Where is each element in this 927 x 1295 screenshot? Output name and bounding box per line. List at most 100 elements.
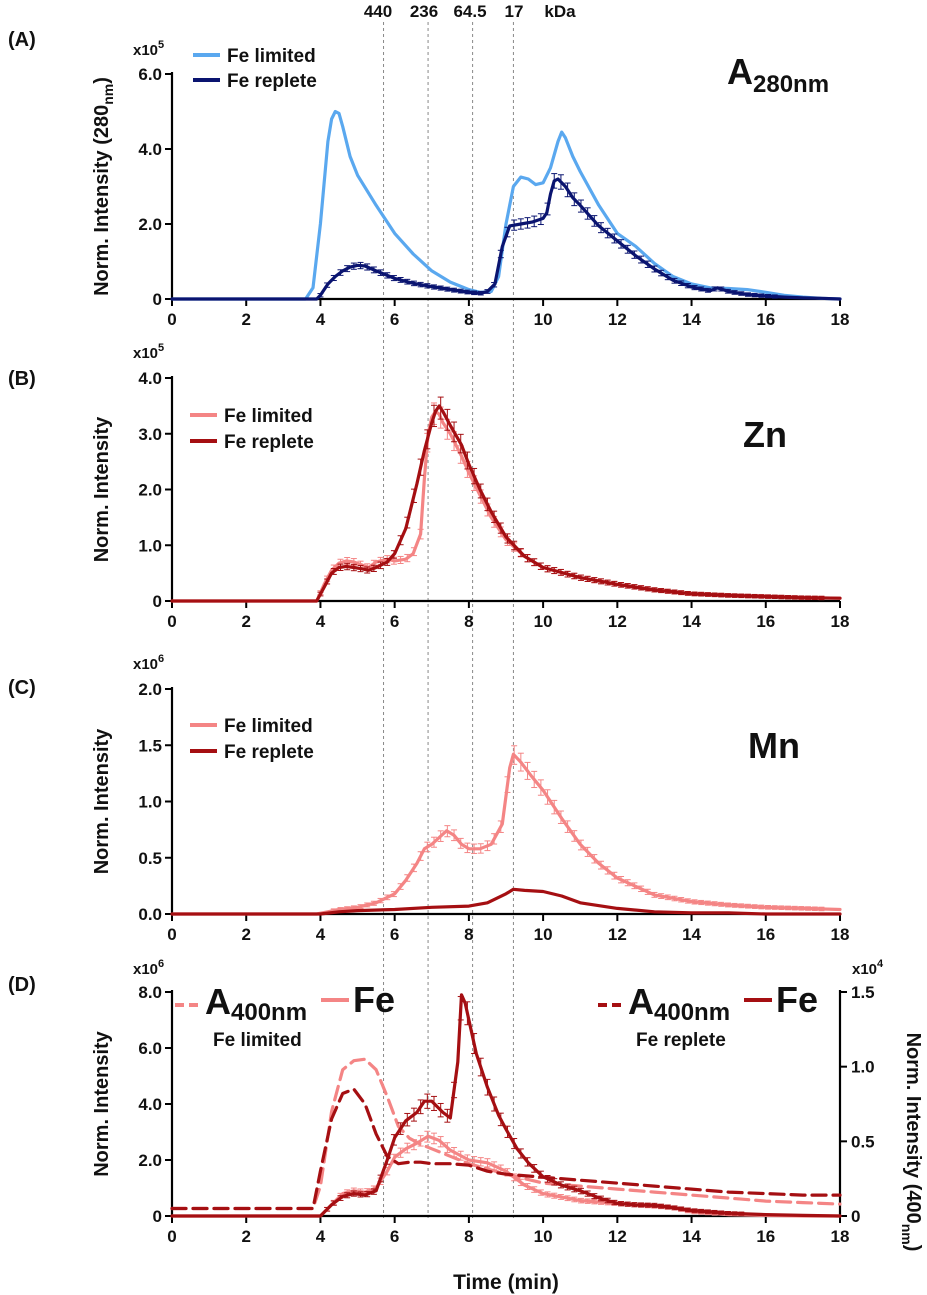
y-axis-exponent-power: 5	[158, 342, 164, 354]
series-line	[170, 177, 842, 301]
x-tick-label: 12	[608, 310, 627, 329]
y-tick-label: 0	[153, 592, 162, 611]
y-tick-label: 0	[153, 1207, 162, 1226]
y2-axis-exponent-power: 4	[877, 958, 884, 970]
series-fe-replete	[170, 887, 842, 916]
y-axis-exponent-power: 6	[158, 653, 164, 665]
y-tick-label: 2.0	[138, 215, 162, 234]
y-axis-title: Norm. Intensity (280nm)	[91, 77, 116, 296]
legend-a400-label: A400nm	[628, 981, 730, 1026]
corner-label: A280nm	[727, 51, 829, 98]
x-tick-label: 16	[756, 1227, 775, 1246]
y2-tick-label: 0.5	[851, 1132, 875, 1151]
y-tick-label: 2.0	[138, 680, 162, 699]
legend-label: Fe limited	[224, 716, 313, 737]
series-fe-replete	[170, 993, 842, 1218]
x-tick-label: 0	[167, 925, 176, 944]
y-tick-label: 8.0	[138, 983, 162, 1002]
kda-label-440: 440	[364, 2, 392, 21]
panel-label: (A)	[8, 29, 36, 51]
legend-label: Fe replete	[224, 432, 314, 453]
x-tick-label: 8	[464, 310, 473, 329]
corner-label: Zn	[743, 414, 787, 455]
panel-a: (A) 0 2 4 6 8 10 12 14 16 18 0 2.0 4.0 6.0 x105 Norm. In…	[8, 29, 849, 329]
x-tick-label: 0	[167, 1227, 176, 1246]
y-axis-title: Norm. Intensity	[91, 416, 113, 562]
legend-a400-sub: 400nm	[654, 999, 730, 1026]
x-tick-label: 18	[831, 612, 850, 631]
x-tick-label: 10	[534, 310, 553, 329]
x-tick-label: 14	[682, 1227, 701, 1246]
x-tick-label: 12	[608, 925, 627, 944]
x-tick-label: 4	[316, 612, 326, 631]
y-tick-label: 3.0	[138, 425, 162, 444]
y-axis-exponent-power: 6	[158, 958, 164, 970]
y-tick-label: 0	[153, 290, 162, 309]
y2-tick-label: 1.5	[851, 983, 875, 1002]
y-tick-label: 4.0	[138, 1095, 162, 1114]
series-line	[170, 404, 842, 603]
series-line	[170, 1087, 842, 1211]
y-tick-label: 4.0	[138, 140, 162, 159]
panel-label: (B)	[8, 368, 36, 390]
y2-axis-title-sub: nm	[899, 1224, 915, 1245]
series-fe-replete	[170, 396, 842, 603]
y-tick-label: 6.0	[138, 65, 162, 84]
series-fe-limited	[170, 109, 842, 301]
y-axis-title: Norm. Intensity	[91, 1030, 113, 1176]
legend: Fe limited Fe replete	[190, 716, 314, 763]
x-tick-label: 6	[390, 310, 399, 329]
panel-label: (D)	[8, 974, 36, 996]
x-tick-label: 16	[756, 310, 775, 329]
corner-label-sub: 280nm	[753, 71, 829, 98]
x-tick-label: 6	[390, 1227, 399, 1246]
y-axis-title-sub: nm	[100, 84, 116, 105]
kda-marker-lines	[383, 22, 514, 1218]
legend-fe-limited: A400nm Fe Fe limited	[175, 979, 395, 1051]
legend-fe-replete: A400nm Fe Fe replete	[598, 979, 818, 1051]
y-tick-label: 4.0	[138, 369, 162, 388]
x-tick-label: 0	[167, 310, 176, 329]
legend-label: Fe replete	[224, 742, 314, 763]
legend-a400-label: A400nm	[205, 981, 307, 1026]
y2-axis-title: Norm. Intensity (400nm)	[899, 1033, 924, 1252]
x-tick-label: 18	[831, 1227, 850, 1246]
y-axis-exponent: x106	[133, 653, 164, 673]
x-tick-label: 2	[241, 1227, 250, 1246]
x-tick-label: 14	[682, 310, 701, 329]
x-tick-label: 0	[167, 612, 176, 631]
series-fe-replete	[170, 173, 842, 301]
x-axis-title: Time (min)	[453, 1271, 559, 1294]
legend-label: Fe limited	[227, 46, 316, 67]
y-axis-exponent: x105	[133, 342, 164, 362]
y-tick-label: 1.5	[138, 736, 162, 755]
y-tick-label: 2.0	[138, 1151, 162, 1170]
x-tick-label: 8	[464, 1227, 473, 1246]
series-a400nm-fe-replete	[170, 1087, 842, 1211]
x-tick-label: 4	[316, 925, 326, 944]
series-line	[170, 109, 842, 301]
x-tick-label: 6	[390, 612, 399, 631]
y-tick-label: 0.0	[138, 905, 162, 924]
panel-b: (B) 0 2 4 6 8 10 12 14 16 18 0 1.0 2.0 3.0 4.0 x105 Norm.…	[8, 342, 849, 631]
y-axis-title-close: )	[91, 77, 113, 84]
kda-label-17: 17	[505, 2, 524, 21]
y-tick-label: 1.0	[138, 793, 162, 812]
legend-label: Fe limited	[224, 406, 313, 427]
x-tick-label: 10	[534, 1227, 553, 1246]
series-line	[170, 993, 842, 1218]
kda-marker-labels: 440 236 64.5 17 kDa	[364, 2, 576, 21]
x-tick-label: 2	[241, 925, 250, 944]
y2-axis-title-close: )	[902, 1245, 924, 1252]
y-axis-exponent: x106	[133, 958, 164, 978]
x-tick-label: 6	[390, 925, 399, 944]
legend-caption: Fe limited	[213, 1030, 302, 1051]
x-tick-label: 4	[316, 310, 326, 329]
x-tick-label: 2	[241, 310, 250, 329]
x-tick-label: 12	[608, 1227, 627, 1246]
series-fe-limited	[170, 745, 842, 916]
legend-caption: Fe replete	[636, 1030, 726, 1051]
series-line	[170, 1057, 842, 1211]
legend-label: Fe replete	[227, 71, 317, 92]
